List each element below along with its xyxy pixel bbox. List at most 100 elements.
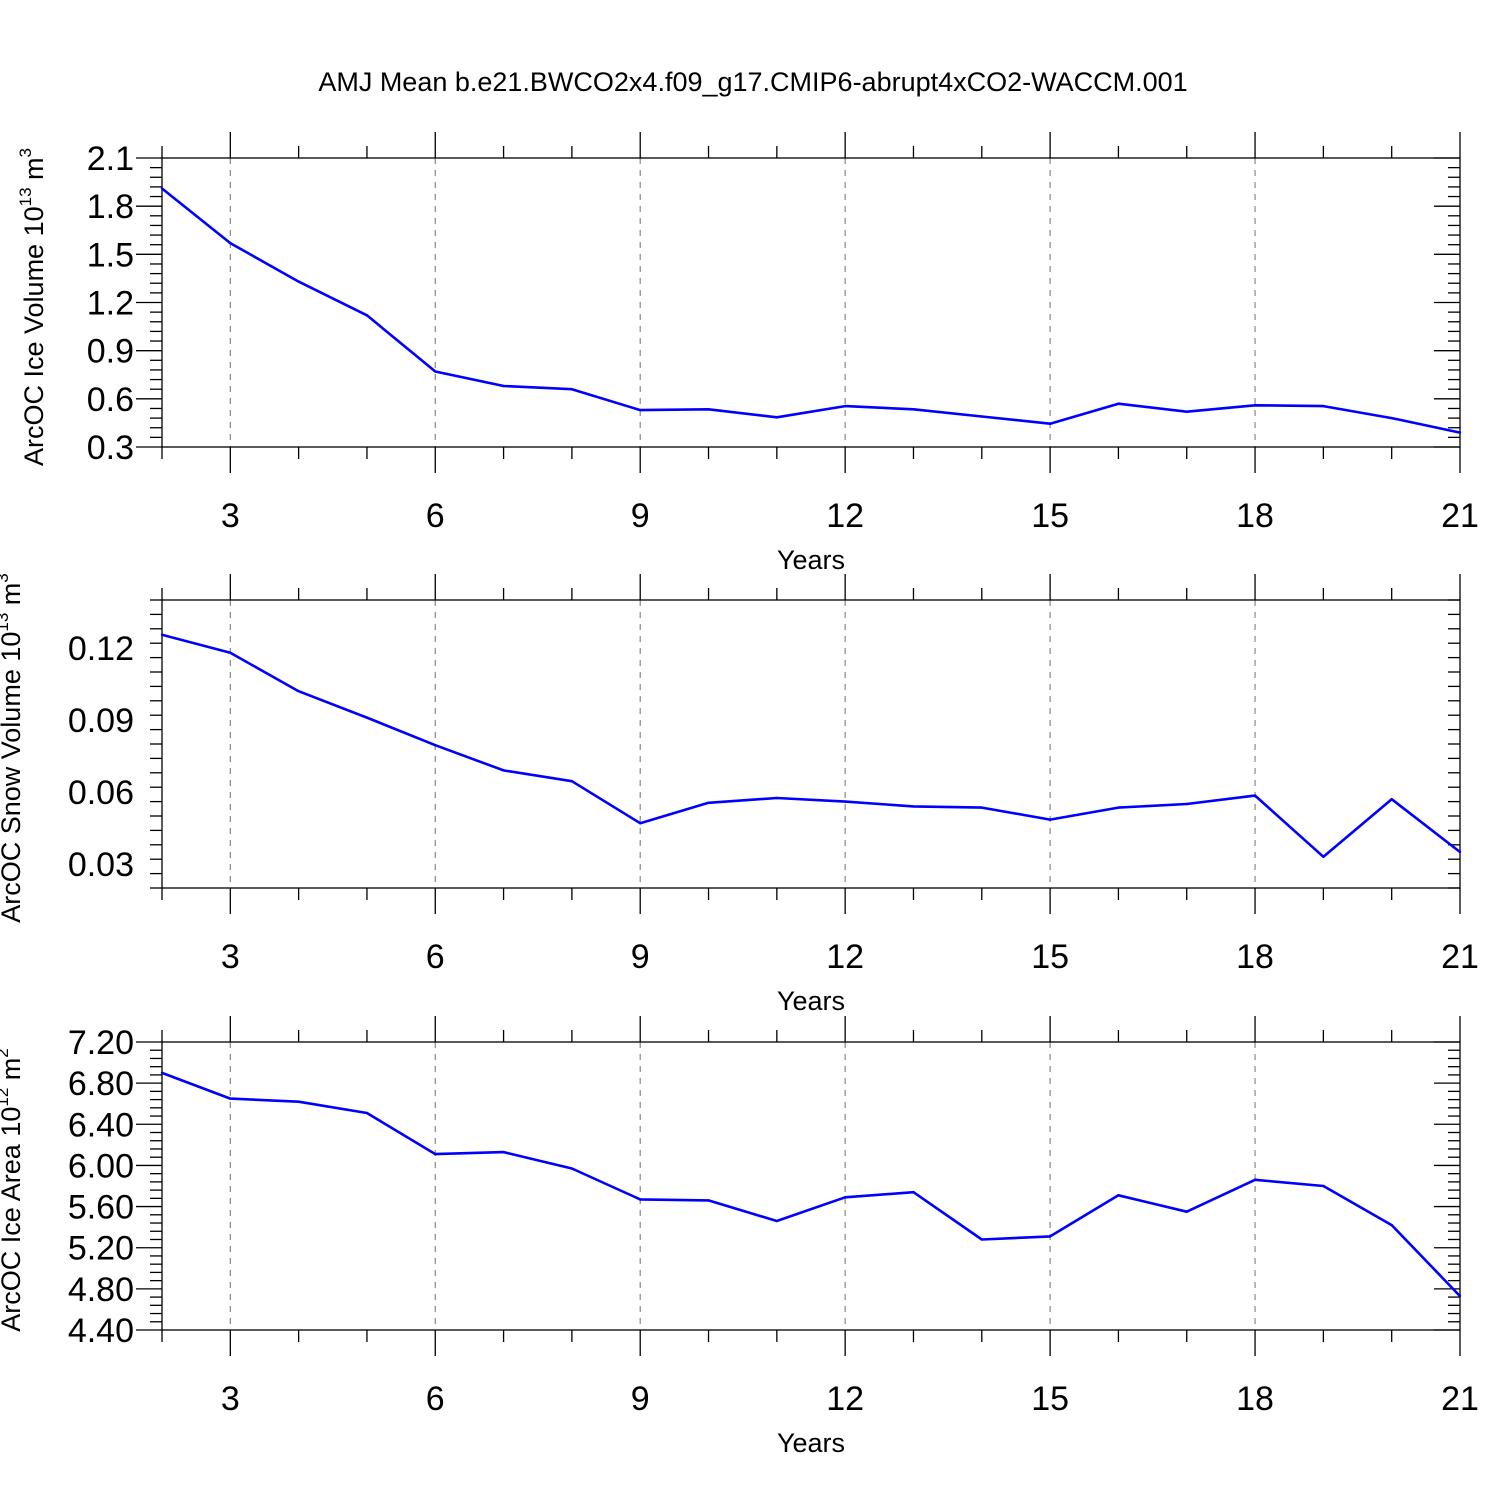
data-point [502, 769, 505, 772]
data-point [570, 1167, 574, 1170]
data-point [1048, 422, 1052, 425]
data-point [1458, 431, 1462, 434]
x-tick-label: 21 [1441, 497, 1479, 535]
data-point [1185, 410, 1188, 413]
x-axis-title: Years [777, 545, 845, 575]
y-tick-label: 5.60 [68, 1189, 134, 1227]
data-point [365, 716, 369, 719]
x-tick-label: 9 [631, 497, 650, 535]
y-axis-title-exp: 13 [16, 187, 35, 206]
x-tick-label: 6 [426, 497, 445, 535]
series-line [161, 1071, 1461, 1298]
data-point [775, 416, 779, 419]
data-point [1322, 1184, 1325, 1188]
y-tick-label: 5.20 [68, 1230, 134, 1268]
y-tick-label: 0.3 [87, 429, 134, 467]
y-tick-label: 2.1 [87, 140, 134, 178]
y-axis-title-unit-exp: 2 [0, 1048, 12, 1057]
data-point [1253, 1178, 1257, 1182]
x-tick-label: 12 [826, 938, 864, 976]
y-tick-label: 0.12 [68, 630, 134, 668]
y-tick-label: 6.80 [68, 1065, 134, 1103]
x-tick-label: 9 [631, 938, 650, 976]
data-point [434, 744, 437, 747]
data-point [1390, 798, 1393, 801]
data-point [434, 1152, 437, 1156]
data-point [229, 241, 232, 245]
data-point [775, 1219, 779, 1223]
data-point [980, 415, 983, 418]
x-axis-title: Years [777, 1428, 845, 1458]
x-tick-label: 18 [1236, 497, 1274, 535]
data-point [1185, 1210, 1188, 1213]
y-tick-label: 6.40 [68, 1106, 134, 1144]
data-point [1390, 1223, 1393, 1227]
data-point [160, 1071, 164, 1075]
data-point [1253, 794, 1257, 797]
y-tick-label: 4.40 [68, 1312, 134, 1350]
x-tick-label: 6 [426, 938, 445, 976]
data-point [229, 651, 232, 654]
data-point [843, 1196, 847, 1199]
data-point [707, 408, 710, 411]
data-point [1458, 1294, 1462, 1298]
x-axis-title: Years [777, 986, 845, 1016]
series-line [161, 187, 1461, 434]
y-axis-title-main: ArcOC Snow Volume 10 [0, 632, 26, 923]
data-point [843, 404, 847, 408]
data-point [502, 1150, 505, 1154]
y-axis-title-unit-exp: 3 [16, 148, 35, 157]
y-tick-label: 0.09 [68, 702, 134, 740]
x-tick-label: 3 [221, 938, 240, 976]
data-point [297, 690, 300, 693]
y-axis-title: ArcOC Snow Volume 1013 m3 [0, 573, 26, 923]
y-tick-label: 0.6 [87, 381, 134, 419]
y-tick-label: 0.9 [87, 333, 134, 371]
data-point [912, 408, 915, 411]
data-point [570, 388, 574, 391]
data-point [1117, 1194, 1120, 1197]
x-tick-label: 18 [1236, 938, 1274, 976]
x-tick-label: 9 [631, 1380, 650, 1418]
data-point [1117, 806, 1120, 809]
data-point [912, 1190, 915, 1194]
y-axis-title: ArcOC Ice Area 1012 m2 [0, 1048, 26, 1332]
data-point [1390, 416, 1393, 420]
data-point [639, 1198, 642, 1201]
data-point [980, 1238, 983, 1241]
data-point [1185, 802, 1188, 806]
x-tick-label: 21 [1441, 1380, 1479, 1418]
y-tick-label: 7.20 [68, 1024, 134, 1062]
y-tick-label: 1.8 [87, 188, 134, 226]
data-point [1322, 855, 1325, 858]
x-tick-label: 6 [426, 1380, 445, 1418]
y-axis-title-unit: m [0, 1058, 26, 1088]
x-tick-label: 18 [1236, 1380, 1274, 1418]
data-point [434, 370, 437, 373]
data-point [1253, 404, 1257, 407]
data-point [297, 1100, 300, 1103]
y-tick-label: 0.06 [68, 774, 134, 812]
data-point [160, 187, 164, 190]
y-tick-label: 4.80 [68, 1271, 134, 1309]
data-point [980, 806, 983, 809]
data-point [160, 633, 164, 636]
data-point [229, 1097, 232, 1100]
x-tick-label: 15 [1031, 938, 1069, 976]
y-tick-label: 6.00 [68, 1147, 134, 1185]
y-axis-title-exp: 12 [0, 1088, 12, 1107]
data-point [1048, 1235, 1052, 1238]
data-point [365, 314, 369, 317]
x-tick-label: 3 [221, 497, 240, 535]
series-line [161, 633, 1461, 859]
data-point [297, 280, 300, 283]
data-point [707, 801, 710, 804]
x-tick-label: 15 [1031, 497, 1069, 535]
plot-frame [161, 599, 1461, 889]
plot-frame [161, 1041, 1461, 1331]
x-tick-label: 12 [826, 497, 864, 535]
data-point [912, 805, 915, 808]
data-point [639, 822, 642, 825]
x-tick-label: 12 [826, 1380, 864, 1418]
